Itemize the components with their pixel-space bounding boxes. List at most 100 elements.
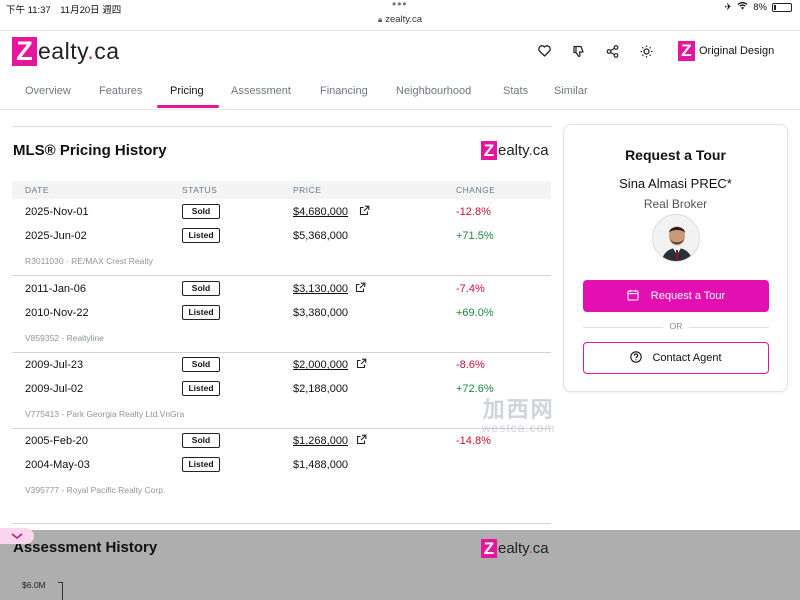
pricing-row: 2011-Jan-06 Sold $3,130,000 -7.4%	[0, 281, 560, 299]
row-change: +69.0%	[456, 307, 494, 319]
wifi-icon	[737, 1, 748, 13]
logo-wordmark: ealty.ca	[498, 142, 549, 159]
assessment-y-tick: $6.0M	[22, 580, 46, 590]
sold-price-link[interactable]: $3,130,000	[293, 283, 349, 295]
original-design-label: Original Design	[699, 45, 775, 57]
external-link-icon[interactable]	[359, 205, 370, 216]
assessment-y-axis	[62, 582, 63, 600]
row-change: +72.6%	[456, 383, 494, 395]
row-date: 2011-Jan-06	[25, 283, 86, 295]
mls-listing-info: V395777 - Royal Pacific Realty Corp.	[25, 485, 166, 495]
mls-listing-info: R3011030 - RE/MAX Crest Realty	[25, 256, 153, 266]
original-design-link[interactable]: Z Original Design	[678, 41, 774, 61]
row-date: 2005-Feb-20	[25, 435, 88, 447]
or-label: OR	[663, 321, 689, 331]
status-badge: Sold	[182, 281, 220, 296]
lock-icon: 🔒︎	[377, 15, 383, 24]
column-header-change: CHANGE	[456, 185, 496, 195]
row-date: 2025-Jun-02	[25, 230, 87, 242]
row-date: 2009-Jul-02	[25, 383, 84, 395]
row-price: $1,488,000	[293, 459, 349, 471]
agent-avatar	[652, 214, 700, 262]
status-badge: Sold	[182, 357, 220, 372]
external-link-icon[interactable]	[356, 434, 367, 445]
logo-z-mark: Z	[481, 141, 497, 160]
site-header: Z ealty.ca Z Original Design	[0, 30, 800, 74]
multitask-dots-icon[interactable]: •••	[392, 0, 408, 11]
status-time: 下午 11:37 11月20日 週四	[6, 5, 122, 16]
status-badge: Listed	[182, 228, 220, 243]
assessment-zealty-logo: Z ealty.ca	[481, 539, 549, 558]
pricing-bottom-border	[12, 523, 551, 524]
tour-card-title: Request a Tour	[625, 147, 726, 163]
status-badge: Sold	[182, 433, 220, 448]
row-change: -12.8%	[456, 206, 491, 218]
pricing-history-title: MLS® Pricing History	[13, 142, 167, 159]
question-circle-icon	[630, 350, 643, 366]
logo-wordmark: ealty.ca	[498, 540, 549, 557]
assessment-axis-tick	[58, 582, 62, 583]
tab-pricing[interactable]: Pricing	[170, 85, 204, 97]
assessment-section-overlay: Assessment History Z ealty.ca $6.0M	[0, 530, 800, 600]
row-change: -7.4%	[456, 283, 485, 295]
column-header-price: PRICE	[293, 185, 322, 195]
pricing-row: 2025-Nov-01 Sold $4,680,000 -12.8%	[0, 204, 560, 222]
pricing-table-header: DATE STATUS PRICE CHANGE	[12, 181, 551, 199]
airplane-icon: ✈	[724, 1, 733, 13]
heart-icon[interactable]	[536, 43, 552, 59]
url-bar[interactable]: 🔒︎ zealty.ca	[0, 14, 800, 30]
status-badge: Sold	[182, 204, 220, 219]
pricing-row: 2005-Feb-20 Sold $1,268,000 -14.8%	[0, 433, 560, 451]
tab-financing[interactable]: Financing	[320, 85, 368, 97]
westca-watermark: 加西网 westca.com	[482, 392, 555, 435]
row-price: $5,368,000	[293, 230, 349, 242]
tab-similar[interactable]: Similar	[554, 85, 588, 97]
mls-listing-info: V859352 - Realtyline	[25, 333, 104, 343]
external-link-icon[interactable]	[355, 282, 366, 293]
sold-price-link[interactable]: $1,268,000	[293, 435, 349, 447]
mls-listing-info: V775413 - Park Georgia Realty Ltd.VnGra	[25, 409, 185, 419]
status-right: ✈ 8%	[724, 1, 792, 13]
logo-z-mark: Z	[481, 539, 497, 558]
sold-price-link[interactable]: $4,680,000	[293, 206, 349, 218]
row-date: 2009-Jul-23	[25, 359, 84, 371]
row-price: $3,380,000	[293, 307, 349, 319]
group-divider	[12, 428, 551, 429]
header-actions	[536, 43, 654, 59]
url-text[interactable]: zealty.ca	[385, 14, 423, 25]
pricing-zealty-logo: Z ealty.ca	[481, 141, 549, 160]
external-link-icon[interactable]	[356, 358, 367, 369]
section-tabs: Overview Features Pricing Assessment Fin…	[0, 74, 800, 110]
column-header-date: DATE	[25, 185, 50, 195]
row-change: -14.8%	[456, 435, 491, 447]
sold-price-link[interactable]: $2,000,000	[293, 359, 349, 371]
pricing-row: 2009-Jul-23 Sold $2,000,000 -8.6%	[0, 357, 560, 375]
share-icon[interactable]	[604, 43, 620, 59]
pricing-row: 2009-Jul-02 Listed $2,188,000 +72.6%	[0, 381, 560, 399]
tab-features[interactable]: Features	[99, 85, 143, 97]
request-tour-button[interactable]: Request a Tour	[583, 280, 769, 312]
status-bar: 下午 11:37 11月20日 週四 ••• ✈ 8%	[0, 0, 800, 16]
request-tour-label: Request a Tour	[650, 290, 726, 302]
request-tour-card: Request a Tour Sina Almasi PREC* Real Br…	[563, 124, 788, 392]
group-divider	[12, 352, 551, 353]
tab-stats[interactable]: Stats	[503, 85, 529, 97]
original-design-z-icon: Z	[678, 41, 695, 61]
agent-role: Real Broker	[643, 197, 708, 211]
contact-agent-button[interactable]: Contact Agent	[583, 342, 769, 374]
tab-assessment[interactable]: Assessment	[231, 85, 291, 97]
column-header-status: STATUS	[182, 185, 218, 195]
thumbs-down-icon[interactable]	[570, 43, 586, 59]
row-change: +71.5%	[456, 230, 494, 242]
contact-agent-label: Contact Agent	[652, 352, 722, 364]
row-price: $2,188,000	[293, 383, 349, 395]
tab-overview[interactable]: Overview	[25, 85, 71, 97]
tab-neighbourhood[interactable]: Neighbourhood	[396, 85, 472, 97]
zealty-logo[interactable]: Z ealty.ca	[12, 36, 120, 66]
chevron-down-icon[interactable]	[0, 528, 34, 544]
watermark-line1: 加西网	[482, 397, 555, 422]
brightness-icon[interactable]	[638, 43, 654, 59]
row-date: 2004-May-03	[25, 459, 90, 471]
logo-z-mark: Z	[12, 36, 37, 66]
watermark-line2: westca.com	[482, 421, 556, 435]
